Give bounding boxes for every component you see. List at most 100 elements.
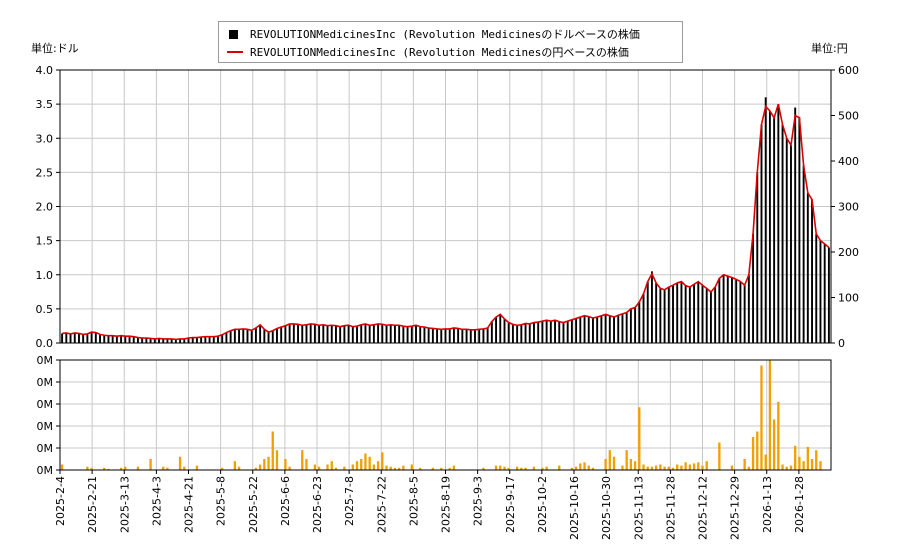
usd-price-bar	[735, 279, 738, 343]
x-tick-label: 2025-5-22	[247, 476, 260, 533]
usd-price-bar	[802, 165, 805, 343]
usd-price-bar	[562, 322, 565, 343]
y-right-tick-label: 300	[838, 201, 859, 214]
y-right-tick-label: 0	[838, 337, 845, 350]
usd-price-bar	[132, 336, 135, 343]
x-tick-label: 2025-10-30	[600, 476, 613, 540]
y-right-tick-label: 600	[838, 64, 859, 77]
usd-price-bar	[457, 328, 460, 343]
volume-bar	[591, 467, 595, 470]
volume-bar	[267, 456, 270, 470]
usd-price-bar	[701, 284, 704, 343]
x-tick-label: 2025-6-23	[311, 476, 324, 533]
usd-price-bar	[86, 334, 89, 343]
volume-bar	[221, 467, 224, 470]
usd-price-bar	[183, 338, 186, 343]
x-tick-label: 2025-10-16	[568, 476, 581, 540]
usd-price-bar	[254, 327, 257, 343]
price-yticks-left: 0.0 0.5 1.0 1.5 2.0 2.5 3.0 3.5 4.0	[36, 64, 60, 350]
volume-bar	[730, 465, 734, 470]
usd-price-bar	[221, 334, 224, 343]
usd-price-bar	[781, 124, 784, 343]
volume-bar	[697, 462, 700, 470]
usd-price-bar	[246, 329, 249, 343]
usd-price-bar	[549, 321, 552, 343]
legend-label-jpy: REVOLUTIONMedicinesInc (Revolution Medic…	[250, 46, 629, 59]
usd-price-bar	[419, 326, 422, 343]
volume-bar	[545, 466, 548, 470]
volume-y-tick-label: 0M	[37, 354, 54, 367]
usd-price-bar	[204, 336, 207, 343]
usd-price-bar	[313, 324, 316, 343]
y-left-tick-label: 3.5	[36, 98, 54, 111]
volume-bar	[410, 464, 413, 470]
usd-price-bar	[229, 330, 232, 343]
price-yticks-right: 0 100 200 300 400 500 600	[831, 64, 859, 350]
usd-price-bar	[697, 281, 700, 343]
volume-bar	[701, 465, 704, 470]
usd-price-bar	[271, 330, 274, 343]
volume-bar	[119, 467, 123, 470]
x-tick-label: 2025-10-2	[536, 476, 549, 533]
usd-price-bar	[103, 335, 106, 343]
x-tick-label: 2025-7-22	[375, 476, 388, 533]
usd-price-bar	[158, 338, 160, 343]
volume-bar	[621, 465, 624, 470]
usd-price-bar	[427, 327, 430, 343]
usd-price-bar	[469, 330, 472, 343]
volume-bar	[802, 461, 805, 470]
usd-price-bar	[667, 287, 670, 343]
usd-price-bar	[284, 325, 287, 343]
volume-bar	[785, 466, 788, 470]
volume-y-tick-label: 0M	[37, 442, 54, 455]
usd-price-bar	[545, 320, 548, 343]
volume-bar	[376, 461, 380, 470]
usd-price-bar	[520, 324, 523, 343]
y-right-tick-label: 400	[838, 155, 859, 168]
usd-price-bar	[663, 289, 666, 343]
usd-price-bar	[238, 329, 241, 343]
volume-bar	[608, 450, 611, 470]
usd-price-bar	[613, 317, 615, 343]
volume-bar	[680, 465, 683, 470]
usd-price-bar	[393, 325, 396, 343]
usd-price-bar	[107, 336, 110, 343]
volume-bar	[507, 467, 510, 470]
usd-price-bar	[381, 324, 384, 343]
volume-bar	[692, 463, 696, 470]
volume-bar	[760, 365, 763, 470]
usd-price-bar	[448, 328, 451, 343]
y-left-tick-label: 3.0	[36, 132, 54, 145]
usd-price-bar	[764, 97, 767, 343]
usd-price-bar	[191, 337, 194, 343]
y-left-tick-label: 2.0	[36, 201, 54, 214]
usd-price-bar	[136, 337, 139, 343]
volume-bar	[355, 461, 359, 470]
x-tick-label: 2025-4-21	[183, 476, 196, 533]
volume-bar	[532, 466, 536, 470]
volume-bar	[372, 464, 376, 470]
volume-bar	[402, 465, 405, 470]
usd-price-bar	[162, 338, 165, 343]
usd-price-bar	[705, 288, 708, 343]
volume-bars	[60, 360, 822, 470]
volume-bar	[313, 464, 317, 470]
volume-bar	[183, 466, 186, 470]
usd-price-bar	[528, 323, 531, 343]
usd-price-bar	[790, 145, 792, 343]
usd-price-bar	[490, 321, 493, 343]
usd-price-bar	[431, 328, 434, 343]
usd-price-bar	[642, 293, 645, 343]
volume-bar	[705, 461, 708, 470]
usd-price-bar	[743, 284, 746, 343]
usd-price-bar	[806, 192, 809, 343]
volume-bar	[541, 467, 544, 470]
volume-bar	[768, 360, 772, 470]
usd-price-bar	[798, 117, 801, 343]
volume-bar	[650, 466, 654, 470]
volume-bar	[756, 431, 759, 470]
usd-price-bar	[276, 328, 278, 343]
volume-bar	[103, 467, 106, 470]
